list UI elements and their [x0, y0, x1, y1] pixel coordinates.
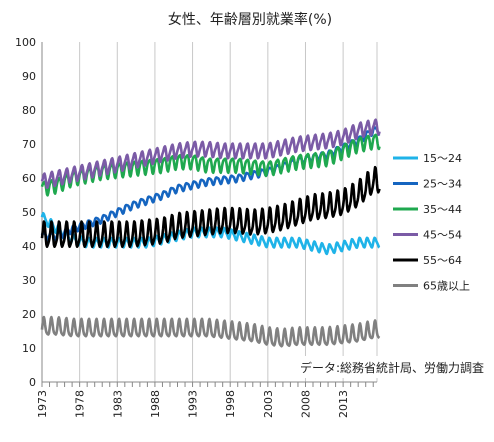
y-tick-label-90: 90 [22, 70, 36, 83]
legend-label-2: 35〜44 [423, 203, 462, 216]
legend-label-5: 65歳以上 [423, 280, 470, 293]
x-tick-label-1998: 1998 [224, 390, 237, 418]
x-tick-label-1993: 1993 [187, 390, 200, 418]
legend: 15〜24 25〜34 35〜44 45〜54 55〜64 65歳以上 [393, 152, 470, 293]
legend-label-1: 25〜34 [423, 178, 462, 191]
y-tick-label-40: 40 [22, 240, 36, 253]
source-note: データ:総務省統計局、労働力調査 [300, 360, 484, 375]
series-line-5 [40, 315, 381, 348]
x-tick-label-1988: 1988 [149, 390, 162, 418]
legend-label-4: 55〜64 [423, 254, 462, 267]
y-tick-label-60: 60 [22, 172, 36, 185]
y-tick-label-70: 70 [22, 138, 36, 151]
x-tick-label-2008: 2008 [299, 390, 312, 418]
y-tick-label-0: 0 [29, 376, 36, 389]
axis-layer: 0 10 20 30 40 50 60 70 80 90 100 1973 1978 1983 1988 19… [15, 36, 377, 418]
x-tick-label-1973: 1973 [36, 390, 49, 418]
y-tick-label-30: 30 [22, 274, 36, 287]
x-tick-label-1978: 1978 [74, 390, 87, 418]
y-tick-label-10: 10 [22, 342, 36, 355]
y-tick-label-100: 100 [15, 36, 36, 49]
source-note-background [300, 356, 380, 378]
x-tick-label-2003: 2003 [262, 390, 275, 418]
chart-title: 女性、年齢層別就業率(%) [168, 11, 332, 28]
x-tick-label-2013: 2013 [337, 390, 350, 418]
y-tick-label-50: 50 [22, 206, 36, 219]
series-line-3 [40, 118, 381, 189]
y-tick-label-20: 20 [22, 308, 36, 321]
y-tick-label-80: 80 [22, 104, 36, 117]
x-tick-label-1983: 1983 [111, 390, 124, 418]
series-layer [40, 118, 381, 348]
legend-label-0: 15〜24 [423, 152, 462, 165]
series-line-4 [40, 165, 381, 248]
legend-label-3: 45〜54 [423, 229, 462, 242]
